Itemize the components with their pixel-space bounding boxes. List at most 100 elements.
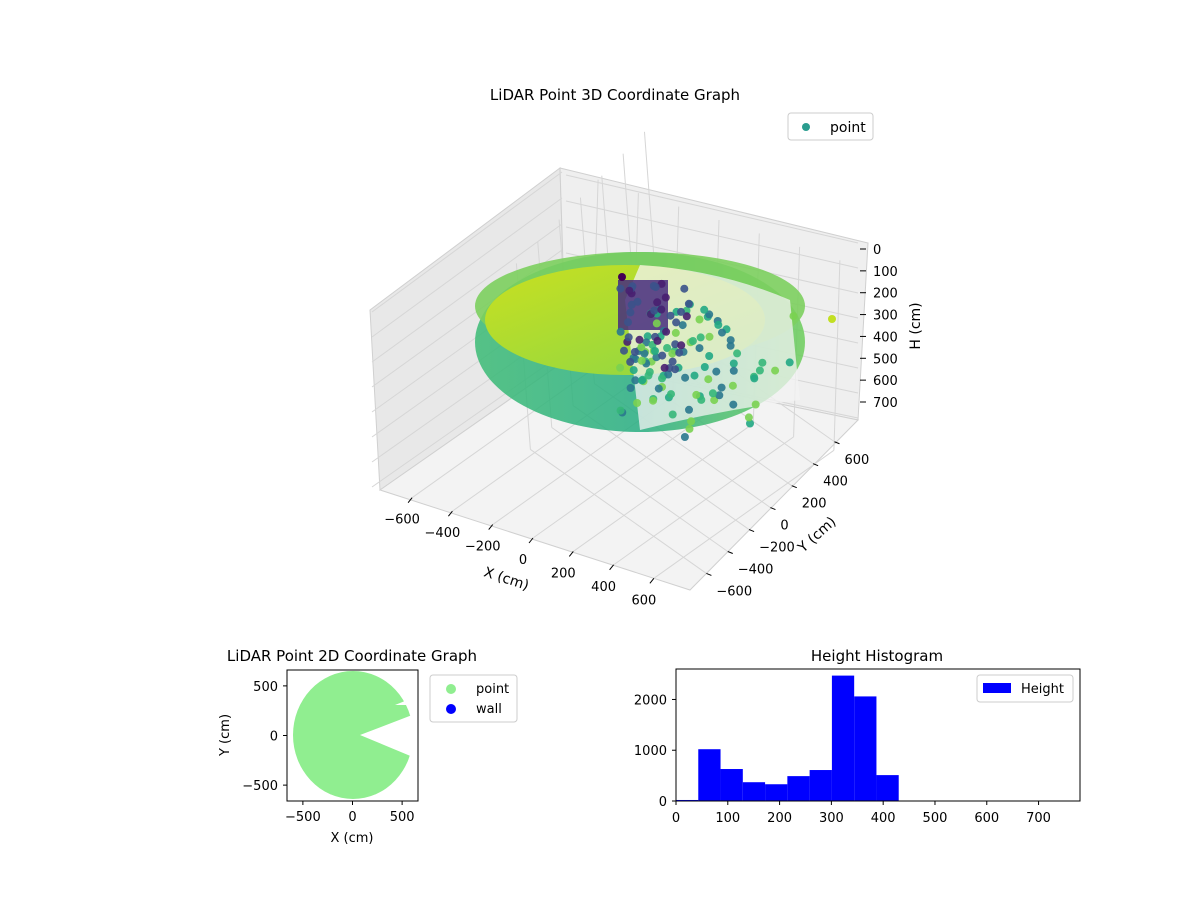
- point-3d: [658, 374, 666, 383]
- legend-hist: Height: [976, 674, 1074, 703]
- x-tick-label-hist: 400: [871, 811, 896, 826]
- point-3d: [755, 366, 764, 375]
- histogram-bar: [765, 784, 788, 801]
- grid-line: [371, 197, 563, 338]
- point-3d: [624, 333, 633, 342]
- z-tick-label-3d: 400: [873, 330, 898, 345]
- point-3d: [681, 373, 690, 382]
- point-cloud-2d-notch-2: [395, 695, 418, 705]
- point-3d: [658, 351, 667, 360]
- y-tick-label-3d: 0: [780, 519, 788, 534]
- point-3d: [729, 366, 738, 375]
- x-tick-label-3d: −200: [465, 540, 501, 555]
- z-tick-label-3d: 300: [873, 309, 898, 324]
- point-3d: [697, 395, 706, 404]
- point-3d: [671, 340, 680, 349]
- point-3d: [726, 336, 735, 345]
- point-3d: [682, 312, 691, 321]
- point-3d: [771, 366, 780, 375]
- point-3d: [700, 363, 709, 371]
- point-3d: [663, 344, 672, 352]
- point-3d: [718, 328, 726, 337]
- legend-3d: point: [787, 112, 874, 141]
- point-3d: [668, 410, 677, 419]
- histogram-bar: [831, 675, 855, 801]
- point-3d: [638, 376, 646, 385]
- y-tick-label-3d: −200: [759, 541, 795, 556]
- point-3d: [696, 333, 705, 342]
- point-3d: [649, 282, 658, 290]
- x-tick-label-3d: −600: [384, 513, 420, 528]
- y-tick-label-3d: 200: [802, 497, 827, 512]
- point-cloud-2d-notch: [360, 712, 418, 760]
- point-3d: [695, 344, 704, 353]
- y-tick-3d: [812, 463, 819, 467]
- point-3d: [643, 332, 652, 341]
- point-3d: [680, 433, 689, 441]
- point-3d: [687, 417, 696, 426]
- grid-line: [833, 260, 841, 451]
- y-tick-3d: [706, 572, 712, 576]
- point-3d: [644, 371, 653, 380]
- y-axis-label-2d: Y (cm): [218, 714, 233, 757]
- histogram-bar: [876, 775, 899, 801]
- x-tick-3d: [407, 497, 413, 504]
- legend-hist-label: Height: [1021, 682, 1064, 697]
- point-3d: [758, 358, 767, 367]
- scatter-2d-points: [293, 671, 418, 799]
- point-3d: [637, 343, 646, 352]
- point-3d: [751, 400, 760, 409]
- point-3d: [627, 300, 636, 309]
- point-3d: [616, 363, 625, 372]
- chart-histogram: Height Histogram 0 100 200 300 400 500 600 700 0…: [634, 647, 1081, 826]
- y-tick-label-hist: 2000: [634, 693, 667, 708]
- point-3d: [715, 391, 724, 400]
- point-3d: [652, 319, 661, 328]
- point-3d: [714, 320, 723, 329]
- y-tick-label-hist: 1000: [634, 744, 667, 759]
- y-tick-label-2d: −500: [242, 779, 278, 794]
- point-3d: [690, 371, 699, 380]
- point-3d: [677, 341, 686, 350]
- point-3d: [685, 405, 693, 414]
- x-tick-label-hist: 500: [923, 811, 948, 826]
- point-cloud-2d: [293, 671, 413, 799]
- point-3d: [675, 348, 684, 357]
- point-3d: [704, 375, 713, 384]
- grid-line: [551, 427, 729, 552]
- point-3d: [733, 349, 742, 358]
- x-tick-label-2d: −500: [285, 810, 321, 825]
- x-tick-3d: [649, 577, 655, 584]
- grid-line: [532, 409, 714, 539]
- point-3d: [729, 359, 738, 368]
- grid-line: [565, 174, 859, 244]
- point-3d: [680, 284, 689, 293]
- point-3d: [828, 315, 836, 323]
- point-3d: [668, 357, 677, 366]
- point-3d: [710, 396, 719, 405]
- histogram-bar: [809, 770, 832, 801]
- y-tick-3d: [791, 485, 797, 489]
- y-tick-label-3d: −600: [716, 584, 752, 599]
- point-3d: [626, 384, 635, 392]
- point-3d: [630, 348, 639, 356]
- legend-2d-label-point: point: [476, 682, 509, 697]
- x-tick-label-3d: 400: [591, 580, 616, 595]
- point-3d: [653, 336, 662, 345]
- legend-2d-marker-point: [446, 684, 456, 694]
- point-3d: [671, 328, 680, 337]
- point-3d: [616, 406, 625, 415]
- y-tick-3d: [748, 529, 755, 533]
- chart-2d-title: LiDAR Point 2D Coordinate Graph: [227, 647, 477, 665]
- y-tick-label-2d: 0: [270, 730, 278, 745]
- histogram-bar: [720, 769, 743, 801]
- z-tick-label-3d: 500: [873, 352, 898, 367]
- point-3d: [618, 273, 626, 281]
- legend-hist-frame: [976, 674, 1074, 703]
- point-3d: [684, 299, 693, 308]
- x-tick-label-3d: −400: [425, 526, 461, 541]
- point-3d: [635, 335, 644, 344]
- point-3d: [789, 312, 798, 321]
- scatter-3d-points: [616, 273, 836, 441]
